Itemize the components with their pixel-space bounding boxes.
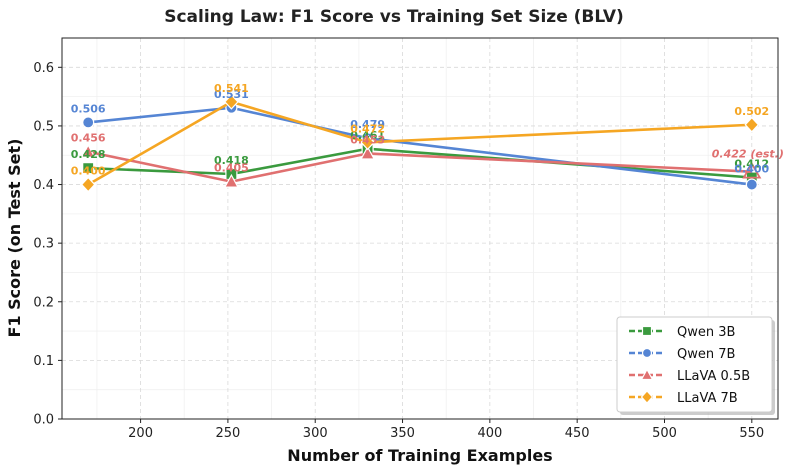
y-tick-label: 0.6 <box>33 61 54 76</box>
y-tick-label: 0.5 <box>33 119 54 134</box>
data-label: 0.456 <box>71 132 106 145</box>
legend-item: LLaVA 0.5B <box>629 368 750 384</box>
data-label: 0.541 <box>214 82 249 95</box>
series-llava-7b <box>80 94 760 193</box>
data-point <box>360 145 376 160</box>
data-point <box>80 176 96 193</box>
data-label: 0.428 <box>71 148 106 161</box>
plot-area <box>61 37 779 420</box>
data-point <box>82 116 95 129</box>
legend-box <box>616 316 773 413</box>
legend-label: Qwen 3B <box>677 325 735 340</box>
legend-item: LLaVA 7B <box>629 390 738 406</box>
x-tick-label: 450 <box>565 426 590 441</box>
legend-label: LLaVA 7B <box>677 391 738 406</box>
legend-item: Qwen 3B <box>629 325 735 340</box>
legend-label: Qwen 7B <box>677 347 735 362</box>
legend-swatch-marker <box>641 347 653 359</box>
series-llava-0-5b <box>80 143 762 188</box>
data-point-estimated <box>742 161 762 179</box>
y-tick-label: 0.2 <box>33 295 54 310</box>
y-tick-label: 0.3 <box>33 237 54 252</box>
data-point <box>745 178 758 191</box>
data-label: 0.405 <box>214 162 249 175</box>
data-label: 0.422 (est.) <box>712 148 784 161</box>
legend: Qwen 3B Qwen 7B LLaVA 0.5B LLaVA 7B <box>616 316 775 415</box>
legend-swatch-marker <box>640 390 654 404</box>
legend-swatch-marker <box>640 368 654 381</box>
y-tick-label: 0.1 <box>33 354 54 369</box>
data-point <box>80 143 96 158</box>
data-label: 0.506 <box>71 102 106 115</box>
x-tick-label: 550 <box>739 426 764 441</box>
series-lines <box>80 94 762 193</box>
data-label: 0.479 <box>350 118 385 131</box>
data-label: 0.400 <box>734 163 769 176</box>
data-label: 0.453 <box>350 133 385 146</box>
series-line <box>87 100 752 186</box>
data-labels: 0.428 0.418 0.461 0.412 0.506 0.531 0.479 0.400… <box>71 82 784 178</box>
data-point <box>360 134 375 151</box>
legend-item: Qwen 7B <box>629 347 735 362</box>
y-tick-label: 0.4 <box>33 178 54 193</box>
legend-label: LLaVA 0.5B <box>677 369 750 384</box>
data-label: 0.461 <box>350 129 385 142</box>
data-label: 0.418 <box>214 154 249 167</box>
x-tick-label: 200 <box>128 426 153 441</box>
x-tick-label: 400 <box>477 426 502 441</box>
data-point <box>223 173 239 188</box>
x-tick-label: 250 <box>215 426 240 441</box>
x-tick-label: 350 <box>390 426 415 441</box>
data-label: 0.412 <box>734 158 769 171</box>
x-axis-label: Number of Training Examples <box>287 446 552 465</box>
data-label: 0.472 <box>350 122 385 135</box>
series-line <box>87 150 752 183</box>
legend-swatch-marker <box>641 325 653 337</box>
y-tick-label: 0.0 <box>33 413 54 428</box>
data-label: 0.502 <box>734 105 769 118</box>
data-point <box>224 94 239 110</box>
data-label: 0.531 <box>214 88 249 101</box>
x-tick-label: 300 <box>303 426 328 441</box>
data-label: 0.400 <box>71 165 106 178</box>
chart-title: Scaling Law: F1 Score vs Training Set Si… <box>164 7 624 27</box>
x-tick-label: 500 <box>652 426 677 441</box>
data-point <box>744 116 760 133</box>
y-axis-label: F1 Score (on Test Set) <box>5 139 24 338</box>
axis-ticks: 200 250 300 350 400 450 500 5500.00.10.20.30.40… <box>33 61 764 441</box>
data-point <box>82 162 95 175</box>
